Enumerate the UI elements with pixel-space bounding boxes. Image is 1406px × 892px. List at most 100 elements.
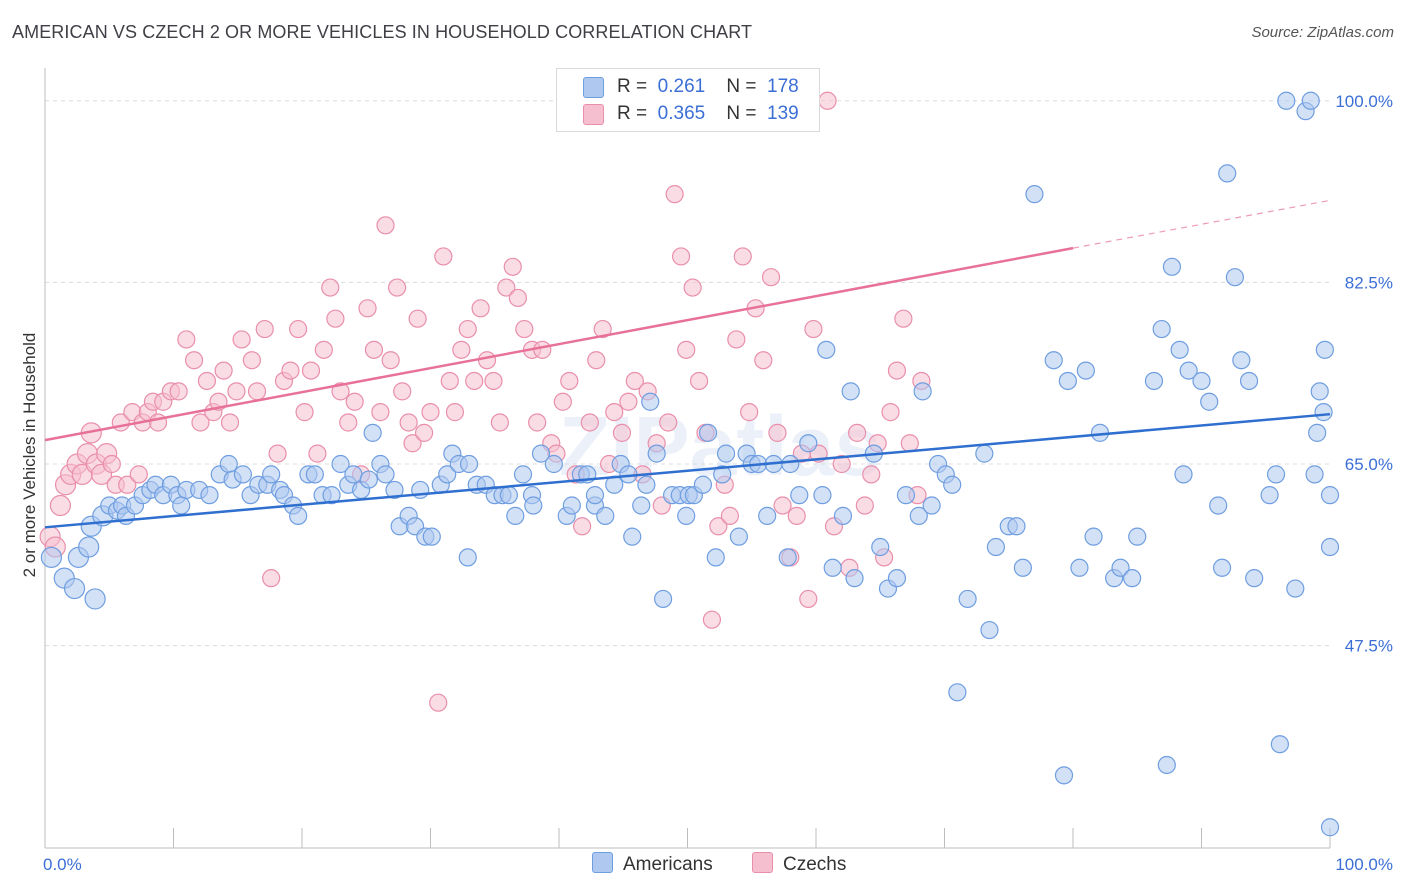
bottom-swatch-czechs: [752, 852, 773, 873]
data-point: [308, 444, 327, 463]
data-point: [773, 496, 792, 515]
data-point: [314, 340, 333, 359]
data-point: [799, 589, 818, 609]
data-point: [477, 351, 497, 370]
bottom-legend-americans: Americans: [592, 852, 713, 876]
data-point: [177, 330, 196, 349]
series-americans: [40, 91, 1340, 837]
data-point: [345, 392, 364, 411]
data-point: [862, 465, 881, 484]
data-point: [1305, 465, 1324, 484]
data-point: [553, 392, 572, 411]
data-point: [129, 465, 148, 484]
data-point: [881, 403, 900, 422]
data-point: [408, 309, 427, 328]
data-point: [399, 413, 418, 432]
data-point: [1314, 403, 1333, 422]
bottom-legend-czechs-label: Czechs: [783, 854, 847, 875]
y-tick-label: 47.5%: [1345, 637, 1393, 656]
data-point: [804, 319, 823, 339]
data-point: [909, 506, 928, 525]
data-point: [1013, 558, 1032, 577]
data-point: [1144, 371, 1164, 391]
data-point: [1315, 340, 1334, 359]
data-point: [623, 527, 642, 546]
data-point: [376, 465, 395, 484]
data-point: [729, 527, 749, 546]
legend-n-value: 178: [767, 76, 799, 97]
y-tick-label: 65.0%: [1345, 455, 1393, 474]
data-point: [295, 403, 314, 422]
data-point: [40, 546, 63, 569]
data-point: [922, 496, 941, 515]
data-point: [219, 454, 238, 474]
legend-r-value: 0.261: [657, 76, 706, 97]
data-point: [585, 486, 605, 505]
data-point: [452, 340, 471, 359]
data-point: [832, 454, 851, 474]
data-point: [322, 486, 341, 505]
bottom-legend-americans-label: Americans: [623, 854, 713, 875]
data-point: [531, 444, 551, 463]
data-point: [1152, 319, 1171, 339]
data-point: [102, 454, 121, 474]
data-point: [63, 577, 86, 600]
data-point: [429, 693, 448, 712]
data-point: [1266, 465, 1286, 484]
data-point: [887, 361, 907, 380]
data-point: [301, 361, 321, 380]
data-point: [1245, 569, 1264, 588]
data-point: [262, 569, 281, 588]
data-point: [813, 486, 832, 505]
legend-n-label: N =: [726, 76, 757, 97]
data-point: [515, 319, 534, 339]
data-point: [855, 496, 874, 515]
data-point: [438, 465, 457, 484]
x-tick-label: 0.0%: [43, 855, 82, 874]
data-point: [781, 454, 800, 474]
data-point: [625, 371, 644, 391]
data-point: [393, 382, 412, 401]
data-point: [1058, 371, 1077, 391]
data-point: [975, 444, 994, 463]
data-point: [191, 413, 210, 432]
data-point: [1239, 371, 1259, 391]
data-point: [1174, 465, 1193, 484]
data-point: [647, 444, 666, 463]
data-point: [1270, 735, 1289, 754]
data-point: [1200, 392, 1219, 411]
data-point: [255, 319, 274, 339]
data-point: [118, 475, 137, 494]
data-point: [1209, 496, 1228, 515]
data-point: [560, 371, 579, 391]
data-point: [440, 371, 459, 391]
data-point: [524, 496, 543, 515]
data-point: [465, 371, 484, 391]
data-point: [677, 506, 696, 525]
data-point: [593, 319, 612, 339]
data-point: [331, 454, 350, 474]
data-point: [848, 423, 867, 442]
data-point: [422, 527, 441, 546]
data-point: [1218, 164, 1237, 183]
data-point: [84, 588, 106, 610]
data-point: [799, 434, 818, 453]
data-point: [459, 454, 479, 474]
bottom-legend-czechs: Czechs: [752, 852, 846, 876]
gridlines: [45, 100, 1330, 647]
data-point: [894, 309, 913, 328]
data-point: [689, 371, 709, 391]
data-point: [709, 517, 728, 536]
data-point: [331, 382, 350, 401]
data-point: [1007, 517, 1026, 536]
data-point: [1192, 371, 1211, 391]
data-point: [727, 330, 746, 349]
chart-title: AMERICAN VS CZECH 2 OR MORE VEHICLES IN …: [12, 22, 753, 42]
trend-lines: [44, 199, 1331, 529]
data-point: [414, 423, 434, 442]
data-point: [358, 299, 377, 318]
data-point: [497, 278, 516, 297]
legend-n-label: N =: [726, 103, 757, 124]
data-point: [471, 299, 490, 318]
trend-line-czechs-extension: [1072, 199, 1331, 249]
